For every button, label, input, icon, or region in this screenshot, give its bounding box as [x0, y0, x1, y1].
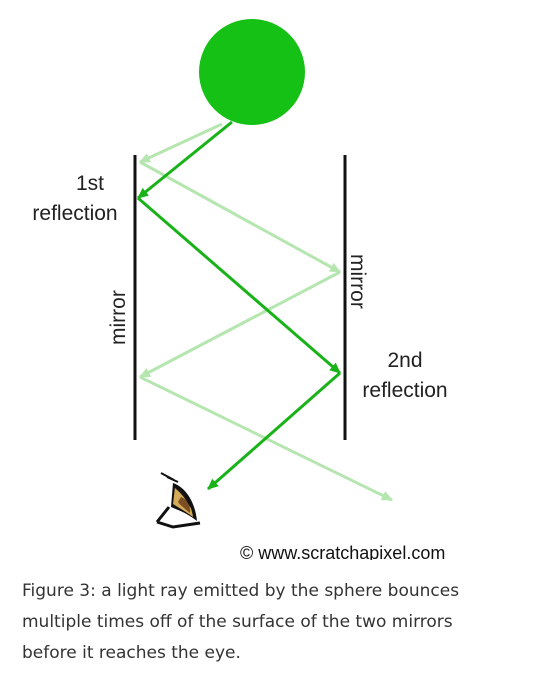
main-ray-segment — [207, 371, 341, 491]
first-reflection-label-line2: reflection — [32, 202, 117, 225]
credit-text: © www.scratchapixel.com — [240, 543, 445, 560]
main-ray-segment — [137, 196, 341, 375]
figure-caption: Figure 3: a light ray emitted by the sph… — [22, 581, 460, 663]
faded-ray-segment — [139, 270, 341, 379]
second-reflection-label-line2: reflection — [362, 379, 447, 402]
faded-ray-segment — [139, 122, 223, 164]
faded-ray-paths — [139, 122, 393, 502]
main-ray-segment — [137, 120, 233, 200]
main-ray-path — [137, 120, 341, 491]
sphere-icon — [199, 19, 305, 125]
eye-icon — [155, 472, 201, 529]
left-mirror-label: mirror — [107, 290, 130, 345]
reflection-diagram: 1st reflection 2nd reflection mirror mir… — [32, 19, 448, 560]
second-reflection-label-line1: 2nd — [387, 349, 422, 372]
right-mirror-label: mirror — [346, 254, 369, 309]
first-reflection-label-line1: 1st — [76, 172, 104, 195]
faded-ray-segment — [139, 160, 341, 274]
